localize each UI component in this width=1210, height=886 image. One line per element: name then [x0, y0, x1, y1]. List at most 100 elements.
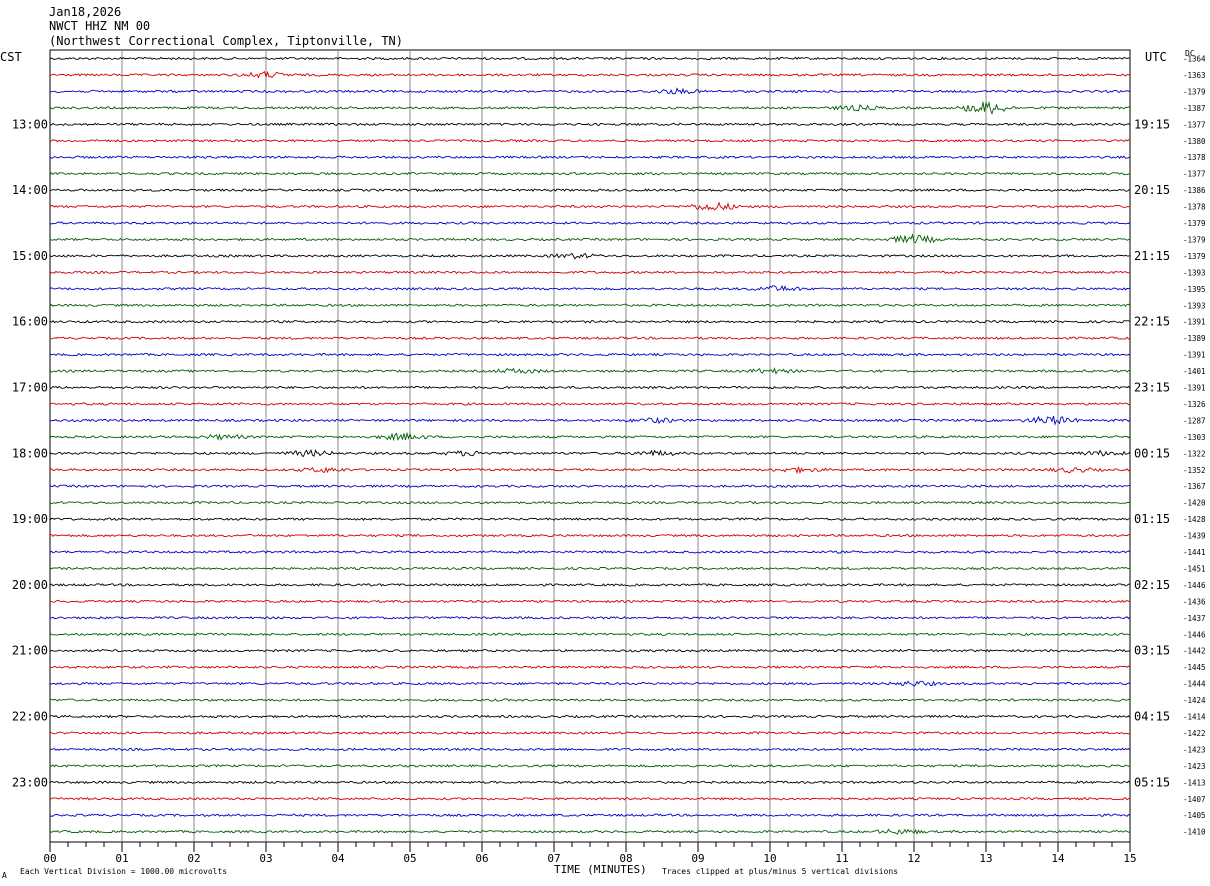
right-hour-label: 05:15 [1134, 775, 1170, 789]
dc-offset-label: -1395 [1183, 285, 1206, 294]
dc-offset-label: -1405 [1183, 811, 1206, 820]
right-hour-label: 19:15 [1134, 117, 1170, 131]
dc-offset-label: -1378 [1183, 153, 1206, 162]
x-tick-label: 05 [403, 852, 416, 865]
dc-offset-label: -1379 [1183, 219, 1206, 228]
dc-offset-label: -1446 [1183, 630, 1206, 639]
trace-line [49, 583, 1130, 587]
trace-line [49, 284, 1131, 292]
trace-line [49, 70, 1131, 79]
x-tick-label: 08 [619, 852, 632, 865]
dc-offset-label: -1287 [1183, 416, 1206, 425]
dc-offset-label: -1391 [1183, 384, 1206, 393]
trace-line [49, 385, 1131, 390]
dc-offset-label: -1436 [1183, 597, 1206, 606]
x-tick-label: 13 [979, 852, 992, 865]
x-tick-label: 03 [259, 852, 272, 865]
trace-line [49, 171, 1131, 176]
trace-line [49, 616, 1131, 620]
x-tick-label: 04 [331, 852, 345, 865]
x-tick-label: 15 [1123, 852, 1136, 865]
dc-offset-label: -1379 [1183, 87, 1206, 96]
trace-line [49, 680, 1131, 687]
x-tick-label: 11 [835, 852, 848, 865]
left-hour-label: 14:00 [12, 183, 48, 197]
dc-offset-label: -1303 [1183, 433, 1206, 442]
dc-offset-label: -1379 [1183, 252, 1206, 261]
left-timezone-label: CST [0, 50, 22, 64]
x-tick-label: 09 [691, 852, 704, 865]
left-hour-label: 21:00 [12, 644, 48, 658]
dc-offset-label: -1422 [1183, 729, 1206, 738]
right-timezone-label: UTC [1145, 50, 1167, 64]
left-hour-label: 16:00 [12, 315, 48, 329]
dc-offset-label: -1401 [1183, 367, 1206, 376]
dc-offset-label: -1439 [1183, 532, 1206, 541]
dc-offset-label: -1377 [1183, 170, 1206, 179]
dc-offset-label: -1391 [1183, 351, 1206, 360]
trace-line [50, 599, 1131, 604]
trace-line [49, 188, 1131, 192]
trace-line [49, 714, 1131, 719]
trace-line [49, 352, 1131, 357]
dc-offset-label: -1423 [1183, 745, 1206, 754]
dc-offset-label: -1379 [1183, 235, 1206, 244]
dc-offset-label: -1446 [1183, 581, 1206, 590]
right-hour-label: 20:15 [1134, 183, 1170, 197]
dc-offset-label: -1364 [1183, 55, 1206, 64]
corner-mark: A [2, 871, 7, 880]
trace-line [49, 122, 1131, 127]
dc-offset-label: -1424 [1183, 696, 1206, 705]
dc-offset-label: -1386 [1183, 186, 1206, 195]
trace-line [49, 56, 1131, 61]
left-hour-label: 20:00 [12, 578, 48, 592]
trace-line [49, 747, 1131, 752]
trace-line [49, 415, 1131, 426]
dc-offset-label: -1423 [1183, 762, 1206, 771]
dc-offset-label: -1363 [1183, 71, 1206, 80]
dc-offset-label: -1387 [1183, 104, 1206, 113]
dc-offset-label: -1428 [1183, 515, 1206, 524]
dc-offset-header: DC [1185, 49, 1195, 58]
dc-offset-label: -1407 [1183, 795, 1206, 804]
right-hour-label: 21:15 [1134, 249, 1170, 263]
trace-line [49, 431, 1131, 442]
trace-line [49, 221, 1131, 225]
x-tick-label: 02 [187, 852, 200, 865]
trace-line [49, 155, 1131, 160]
trace-line [49, 632, 1131, 637]
trace-line [49, 87, 1131, 95]
dc-offset-label: -1445 [1183, 663, 1206, 672]
dc-offset-label: -1391 [1183, 318, 1206, 327]
dc-offset-label: -1322 [1183, 449, 1206, 458]
right-hour-label: 00:15 [1134, 446, 1170, 460]
dc-offset-label: -1352 [1183, 466, 1206, 475]
left-hour-label: 13:00 [12, 117, 48, 131]
trace-line [49, 648, 1131, 653]
plot-frame [49, 49, 1131, 843]
right-hour-label: 02:15 [1134, 578, 1170, 592]
left-hour-label: 17:00 [12, 381, 48, 395]
left-hour-label: 18:00 [12, 446, 48, 460]
dc-offset-label: -1393 [1183, 268, 1206, 277]
dc-offset-label: -1389 [1183, 334, 1206, 343]
right-hour-label: 01:15 [1134, 512, 1170, 526]
dc-offset-label: -1367 [1183, 482, 1206, 491]
right-hour-label: 03:15 [1134, 644, 1170, 658]
right-hour-label: 22:15 [1134, 315, 1170, 329]
dc-offset-label: -1393 [1183, 301, 1206, 310]
x-axis-label: TIME (MINUTES) [554, 863, 647, 876]
trace-line [49, 484, 1131, 489]
right-hour-label: 04:15 [1134, 710, 1170, 724]
dc-offset-label: -1414 [1183, 713, 1206, 722]
trace-line [49, 139, 1131, 143]
trace-line [49, 828, 1131, 835]
trace-line [50, 698, 1131, 702]
trace-line [49, 303, 1131, 308]
x-tick-label: 12 [907, 852, 920, 865]
clip-note: Traces clipped at plus/minus 5 vertical … [662, 867, 899, 876]
trace-line [49, 402, 1131, 406]
trace-line [49, 780, 1131, 785]
trace-line [49, 270, 1131, 275]
